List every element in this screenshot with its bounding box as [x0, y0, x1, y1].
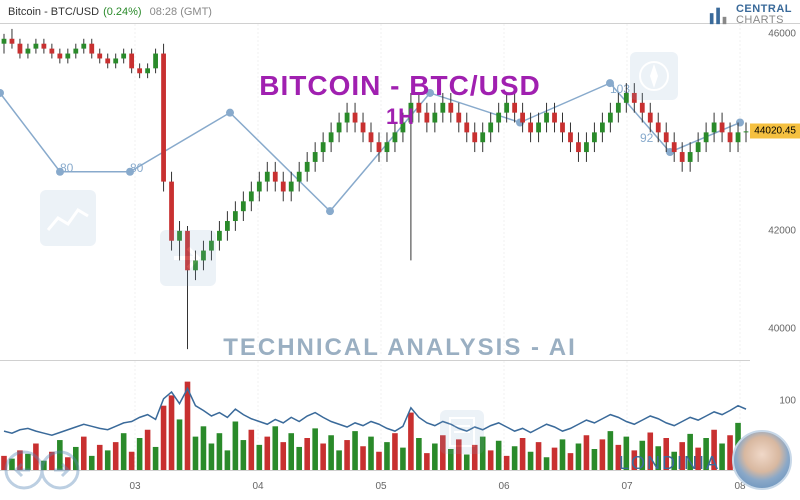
- svg-text:80: 80: [130, 161, 144, 175]
- timestamp: 08:28 (GMT): [150, 6, 212, 18]
- x-axis: 030405060708: [0, 470, 750, 500]
- nav-arrows-icon[interactable]: [4, 448, 84, 492]
- watermark-doc-icon: [440, 410, 484, 454]
- instrument-title: Bitcoin - BTC/USD: [8, 6, 99, 18]
- svg-text:92: 92: [640, 131, 654, 145]
- watermark-arrow-icon: [160, 230, 216, 286]
- svg-text:80: 80: [60, 161, 74, 175]
- change-pct: (0.24%): [103, 6, 142, 18]
- chart-header: Bitcoin - BTC/USD (0.24%) 08:28 (GMT): [0, 0, 800, 24]
- avatar-icon[interactable]: [732, 430, 792, 490]
- price-y-axis: 4000042000440004600044020.45: [750, 24, 800, 354]
- brand-logo[interactable]: CENTRAL CHARTS: [708, 4, 792, 26]
- logo-text: CENTRAL CHARTS: [736, 4, 792, 26]
- watermark-chart-icon: [40, 190, 96, 246]
- watermark-compass-icon: [630, 52, 678, 100]
- londinia-brand: LONDINIA: [619, 453, 720, 474]
- logo-icon: [708, 4, 730, 26]
